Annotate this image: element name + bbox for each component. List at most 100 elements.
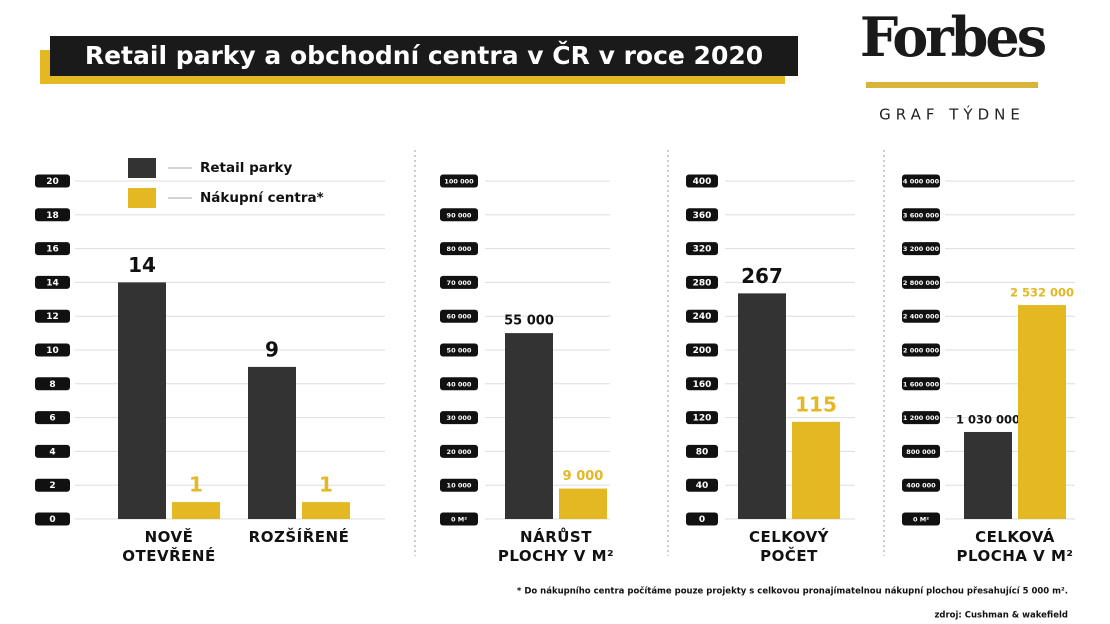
value-label: 1 030 000 [956, 412, 1020, 426]
tick-badge [440, 377, 478, 391]
y-tick-label: 320 [693, 245, 712, 255]
y-tick-label: 50 000 [447, 347, 472, 355]
y-tick-label: 160 [693, 380, 712, 390]
y-tick-label: 30 000 [447, 414, 472, 422]
y-tick-label: 2 000 000 [903, 347, 940, 355]
tick-badge [35, 309, 70, 323]
tick-badge [902, 478, 940, 492]
bar [792, 421, 840, 519]
y-tick-label: 2 400 000 [903, 313, 940, 321]
tick-badge [440, 275, 478, 289]
y-tick-label: 8 [49, 380, 55, 390]
y-tick-label: 10 000 [447, 482, 472, 490]
legend-swatch [128, 188, 156, 208]
tick-badge [35, 411, 70, 425]
tick-badge [440, 478, 478, 492]
tick-badge [35, 512, 70, 526]
y-tick-label: 400 000 [906, 482, 936, 490]
tick-badge [902, 411, 940, 425]
brand-rule [866, 82, 1038, 88]
y-tick-label: 12 [46, 312, 59, 322]
x-category-label: NÁRŮST PLOCHY V M² [497, 528, 615, 565]
tick-badge [686, 174, 718, 188]
y-tick-label: 0 M² [913, 516, 929, 524]
tick-badge [440, 512, 478, 526]
y-tick-label: 0 M² [451, 516, 467, 524]
tick-badge [686, 343, 718, 357]
y-tick-label: 100 000 [444, 178, 474, 186]
legend-label: Retail parky [200, 160, 292, 176]
y-tick-label: 20 [46, 177, 59, 187]
x-category-label: CELKOVÝ POČET [748, 528, 830, 565]
y-tick-label: 3 200 000 [903, 245, 940, 253]
x-category-label: NOVĚ OTEVŘENÉ [122, 528, 216, 565]
tick-badge [902, 512, 940, 526]
y-tick-label: 16 [46, 245, 59, 255]
value-label: 9 [265, 337, 279, 361]
y-tick-label: 4 000 000 [903, 178, 940, 186]
y-tick-label: 280 [693, 278, 712, 288]
tick-badge [35, 242, 70, 256]
legend-swatch [128, 158, 156, 178]
value-label: 267 [741, 264, 783, 288]
y-tick-label: 120 [693, 414, 712, 424]
tick-badge [686, 242, 718, 256]
y-tick-label: 200 [693, 346, 712, 356]
footnote: * Do nákupního centra počítáme pouze pro… [517, 586, 1068, 597]
y-tick-label: 80 000 [447, 245, 472, 253]
y-tick-label: 1 200 000 [903, 414, 940, 422]
y-tick-label: 20 000 [447, 448, 472, 456]
tick-badge [35, 377, 70, 391]
tick-badge [35, 478, 70, 492]
y-tick-label: 4 [49, 447, 55, 457]
y-tick-label: 40 [696, 481, 709, 491]
tick-badge [902, 309, 940, 323]
tick-badge [902, 377, 940, 391]
bar [118, 282, 166, 519]
tick-badge [686, 444, 718, 458]
value-label: 2 532 000 [1010, 286, 1074, 300]
tick-badge [902, 174, 940, 188]
y-tick-label: 18 [46, 211, 59, 221]
y-tick-label: 3 600 000 [903, 211, 940, 219]
y-tick-label: 10 [46, 346, 59, 356]
bar [738, 293, 786, 519]
tick-badge [902, 444, 940, 458]
tick-badge [686, 275, 718, 289]
tick-badge [440, 174, 478, 188]
bar [172, 502, 220, 519]
x-category-label: ROZŠÍŘENÉ [248, 528, 350, 546]
brand-logo: Forbes [860, 5, 1046, 69]
y-tick-label: 2 [49, 481, 55, 491]
tick-badge [440, 444, 478, 458]
tick-badge [35, 275, 70, 289]
tick-badge [686, 208, 718, 222]
value-label: 9 000 [563, 469, 604, 484]
tick-badge [902, 208, 940, 222]
tick-badge [440, 343, 478, 357]
bar [505, 333, 553, 519]
tick-badge [902, 275, 940, 289]
value-label: 55 000 [504, 314, 554, 329]
tick-badge [35, 444, 70, 458]
y-tick-label: 6 [49, 414, 55, 424]
tick-badge [686, 377, 718, 391]
tick-badge [686, 309, 718, 323]
tick-badge [902, 343, 940, 357]
y-tick-label: 240 [693, 312, 712, 322]
source: zdroj: Cushman & wakefield [934, 611, 1068, 621]
value-label: 1 [319, 473, 333, 497]
bar [964, 431, 1012, 519]
tick-badge [686, 512, 718, 526]
y-tick-label: 70 000 [447, 279, 472, 287]
y-tick-label: 1 600 000 [903, 380, 940, 388]
bar [559, 488, 607, 519]
y-tick-label: 90 000 [447, 211, 472, 219]
tick-badge [440, 208, 478, 222]
y-tick-label: 800 000 [906, 448, 936, 456]
y-tick-label: 80 [696, 447, 709, 457]
y-tick-label: 0 [699, 515, 705, 525]
tick-badge [902, 242, 940, 256]
